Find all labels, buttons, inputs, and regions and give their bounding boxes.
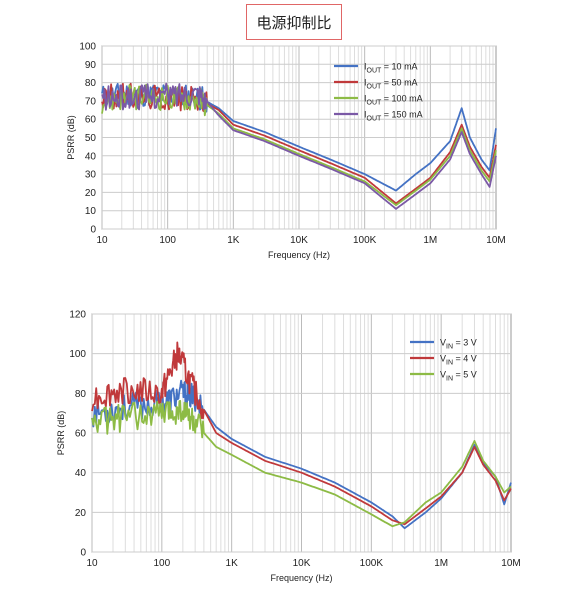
y-tick-label: 20: [85, 188, 97, 199]
x-tick-label: 10M: [501, 558, 520, 569]
y-tick-label: 70: [85, 96, 97, 107]
x-tick-label: 100: [153, 558, 170, 569]
y-tick-label: 30: [85, 170, 97, 181]
x-tick-label: 1K: [226, 558, 239, 569]
y-axis-label: PSRR (dB): [56, 411, 66, 456]
y-tick-label: 50: [85, 133, 97, 144]
x-tick-label: 100K: [353, 235, 377, 246]
x-tick-label: 100: [159, 235, 176, 246]
series-line: [101, 82, 497, 210]
x-axis-label: Frequency (Hz): [270, 573, 332, 583]
x-tick-label: 10: [96, 235, 108, 246]
y-tick-label: 60: [75, 429, 87, 440]
y-tick-label: 40: [75, 468, 87, 479]
legend-entry: VIN = 4 V: [440, 354, 477, 367]
y-axis-label: PSRR (dB): [66, 115, 76, 160]
series-line: [91, 341, 512, 526]
legend-entry: IOUT = 100 mA: [364, 94, 423, 107]
y-tick-label: 80: [75, 389, 87, 400]
y-tick-label: 0: [80, 548, 86, 559]
legend-entry: VIN = 5 V: [440, 370, 477, 383]
y-tick-label: 20: [75, 508, 87, 519]
series-line: [91, 399, 512, 528]
x-tick-label: 10M: [486, 235, 505, 246]
x-tick-label: 1M: [434, 558, 448, 569]
x-tick-label: 1M: [423, 235, 437, 246]
x-tick-label: 10K: [293, 558, 311, 569]
y-tick-label: 10: [85, 206, 97, 217]
y-tick-label: 90: [85, 60, 97, 71]
y-tick-label: 120: [69, 310, 86, 321]
x-tick-label: 100K: [360, 558, 384, 569]
x-tick-label: 10: [86, 558, 98, 569]
page-title: 电源抑制比: [246, 4, 342, 40]
x-axis-label: Frequency (Hz): [268, 250, 330, 260]
y-tick-label: 100: [79, 42, 96, 53]
y-tick-label: 80: [85, 78, 97, 89]
series-line: [101, 83, 497, 207]
y-tick-label: 60: [85, 115, 97, 126]
x-tick-label: 10K: [290, 235, 308, 246]
x-tick-label: 1K: [227, 235, 240, 246]
legend-entry: IOUT = 150 mA: [364, 110, 423, 123]
y-tick-label: 40: [85, 151, 97, 162]
y-tick-label: 100: [69, 349, 86, 360]
legend-entry: IOUT = 10 mA: [364, 62, 418, 75]
y-tick-label: 0: [90, 225, 96, 236]
legend-entry: IOUT = 50 mA: [364, 78, 418, 91]
legend-entry: VIN = 3 V: [440, 338, 477, 351]
